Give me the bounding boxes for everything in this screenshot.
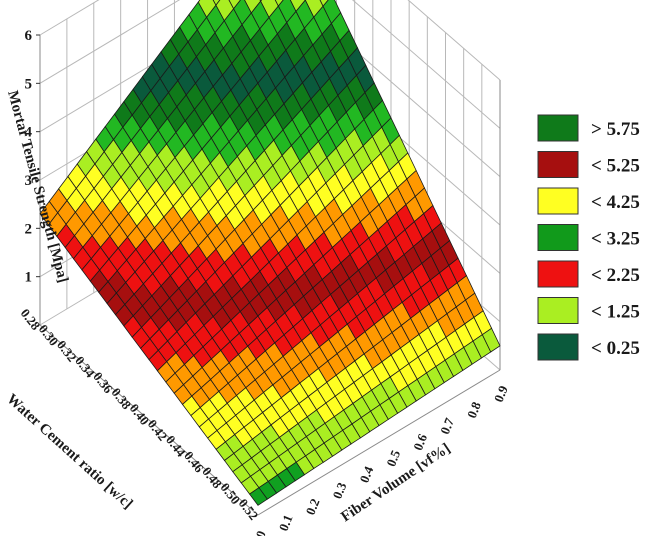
z-axis-ticks: 1 2 3 4 5 6	[25, 28, 40, 286]
z-tick-label: 6	[25, 28, 33, 44]
legend-swatch	[537, 297, 579, 324]
z-tick-label: 5	[25, 76, 33, 92]
vf-axis-ticks: 0.0 0.1 0.2 0.3 0.4 0.5 0.6 0.7 0.8 0.9	[249, 383, 511, 536]
legend-swatch	[537, 151, 579, 178]
legend-label: < 2.25	[591, 265, 640, 286]
surface-mesh	[39, 0, 501, 506]
grid-line	[39, 0, 181, 84]
legend-swatch	[537, 187, 579, 215]
legend: > 5.75 < 5.25 < 4.25 < 3.25 < 2.25 < 1.25 < 0.…	[537, 114, 640, 361]
vf-tick-label: 0.6	[410, 431, 430, 452]
vf-tick-label: 0.0	[249, 529, 269, 536]
vf-tick-label: 0.4	[356, 464, 376, 485]
vf-tick-label: 0.8	[464, 399, 484, 420]
legend-swatch	[537, 333, 579, 361]
vf-tick-label: 0.1	[276, 512, 296, 533]
legend-swatch	[537, 114, 579, 142]
vf-tick-label: 0.2	[303, 496, 323, 517]
grid-line	[39, 0, 100, 36]
axis-edge	[257, 369, 501, 516]
legend-swatch	[537, 260, 579, 288]
z-tick-label: 4	[25, 125, 33, 141]
z-tick-label: 3	[25, 173, 33, 189]
z-tick-label: 1	[25, 270, 33, 286]
surface-cell	[212, 0, 221, 6]
vf-tick-label: 0.5	[383, 447, 403, 468]
vf-tick-label: 0.9	[491, 383, 511, 404]
z-tick-label: 2	[25, 221, 33, 237]
legend-swatch	[537, 224, 579, 251]
legend-label: < 3.25	[591, 229, 640, 250]
vf-tick-label: 0.3	[329, 480, 349, 501]
legend-label: < 0.25	[591, 338, 640, 359]
wc-axis-title: Water Cement ratio [w/c]	[3, 391, 135, 512]
legend-label: < 4.25	[591, 192, 640, 213]
legend-label: < 5.25	[591, 156, 640, 177]
axis-edge	[39, 324, 259, 516]
legend-label: > 5.75	[591, 119, 640, 140]
surface-cell	[249, 487, 268, 506]
legend-label: < 1.25	[591, 302, 640, 323]
vf-tick-label: 0.7	[437, 415, 457, 436]
